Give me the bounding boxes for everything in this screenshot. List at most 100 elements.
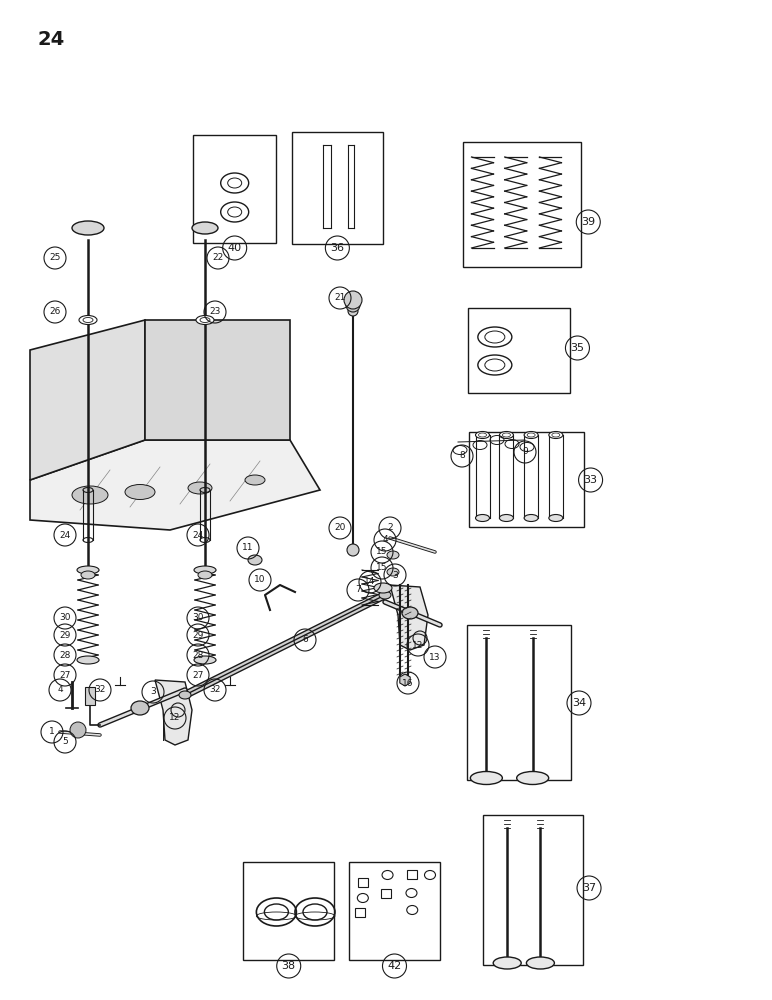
Text: 15: 15 (376, 548, 388, 556)
Circle shape (346, 298, 360, 312)
Ellipse shape (524, 432, 538, 438)
Ellipse shape (527, 957, 554, 969)
Text: 25: 25 (49, 253, 61, 262)
Text: 1: 1 (49, 728, 55, 736)
Text: 26: 26 (49, 308, 61, 316)
Text: 21: 21 (334, 294, 346, 302)
Ellipse shape (245, 475, 265, 485)
Text: 9: 9 (522, 448, 528, 456)
Text: 13: 13 (429, 652, 441, 662)
Ellipse shape (188, 482, 212, 494)
Text: 4: 4 (57, 686, 63, 694)
Ellipse shape (79, 316, 97, 324)
Ellipse shape (72, 221, 104, 235)
Text: 34: 34 (572, 698, 586, 708)
Text: 38: 38 (282, 961, 296, 971)
Ellipse shape (476, 432, 489, 438)
Ellipse shape (524, 514, 538, 522)
Text: 28: 28 (59, 650, 71, 660)
Text: 7: 7 (355, 585, 361, 594)
Ellipse shape (196, 316, 214, 324)
Text: 5: 5 (62, 738, 68, 746)
Text: 23: 23 (209, 308, 221, 316)
Text: 20: 20 (334, 524, 346, 532)
Ellipse shape (374, 583, 392, 593)
Text: 15: 15 (376, 564, 388, 572)
Bar (467, 625, 571, 780)
Bar (292, 132, 383, 244)
Text: 32: 32 (209, 686, 221, 694)
Ellipse shape (77, 566, 99, 574)
Text: 27: 27 (59, 670, 71, 680)
Text: 36: 36 (330, 243, 344, 253)
Circle shape (70, 722, 86, 738)
Polygon shape (145, 320, 290, 440)
Ellipse shape (192, 222, 218, 234)
Ellipse shape (198, 571, 212, 579)
Ellipse shape (549, 514, 563, 522)
Text: 33: 33 (584, 475, 598, 485)
Text: 32: 32 (94, 686, 106, 694)
Ellipse shape (499, 432, 513, 438)
Bar (463, 142, 581, 267)
Circle shape (347, 544, 359, 556)
Bar (349, 862, 440, 960)
Ellipse shape (499, 514, 513, 522)
Ellipse shape (248, 555, 262, 565)
Bar (243, 862, 334, 960)
Circle shape (344, 291, 362, 309)
Ellipse shape (194, 566, 216, 574)
Bar (381, 889, 391, 898)
Text: 42: 42 (388, 961, 401, 971)
Ellipse shape (379, 591, 391, 599)
Bar (469, 432, 584, 527)
Text: 22: 22 (212, 253, 224, 262)
Text: 39: 39 (581, 217, 595, 227)
Ellipse shape (516, 772, 549, 784)
Text: 12: 12 (169, 714, 181, 722)
Ellipse shape (387, 568, 399, 576)
Text: 14: 14 (364, 578, 376, 586)
Polygon shape (390, 585, 428, 650)
Text: 16: 16 (402, 678, 414, 688)
Ellipse shape (402, 607, 418, 619)
Text: 27: 27 (192, 670, 204, 680)
Ellipse shape (179, 691, 191, 699)
Text: 37: 37 (582, 883, 596, 893)
Ellipse shape (549, 432, 563, 438)
Text: 10: 10 (254, 576, 266, 584)
Ellipse shape (125, 485, 155, 499)
Text: 24: 24 (37, 30, 64, 49)
Text: 29: 29 (59, 631, 71, 640)
Text: 24: 24 (192, 530, 204, 540)
Ellipse shape (72, 486, 108, 504)
Polygon shape (155, 680, 192, 745)
Ellipse shape (194, 656, 216, 664)
Text: 29: 29 (192, 631, 204, 640)
Ellipse shape (470, 772, 503, 784)
Text: 3: 3 (150, 688, 156, 696)
Ellipse shape (476, 514, 489, 522)
Bar (358, 878, 368, 887)
Polygon shape (30, 440, 320, 530)
Ellipse shape (493, 957, 521, 969)
Text: 4: 4 (382, 536, 388, 544)
Ellipse shape (77, 656, 99, 664)
Bar (85, 687, 95, 705)
Text: 11: 11 (242, 544, 254, 552)
Polygon shape (400, 674, 410, 686)
Ellipse shape (81, 571, 95, 579)
Bar (468, 308, 570, 393)
Polygon shape (30, 320, 145, 480)
Ellipse shape (387, 551, 399, 559)
Text: 12: 12 (412, 641, 424, 650)
Text: 24: 24 (59, 530, 70, 540)
Bar (193, 135, 276, 243)
Bar (407, 870, 417, 879)
Text: 2: 2 (388, 524, 393, 532)
Text: 35: 35 (571, 343, 584, 353)
Text: 28: 28 (192, 650, 204, 660)
Text: 30: 30 (192, 613, 204, 622)
Text: 3: 3 (392, 570, 398, 580)
Circle shape (348, 306, 358, 316)
